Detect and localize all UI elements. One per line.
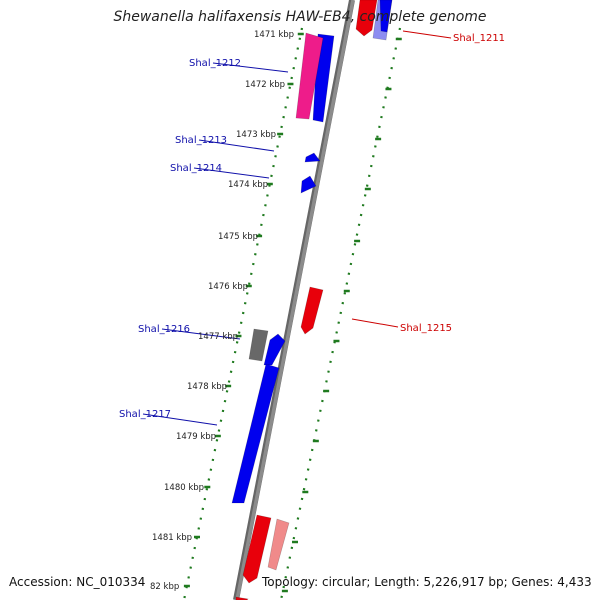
gene-shal-1217-body: [231, 363, 280, 504]
gene-shal-1216-body: [263, 333, 286, 366]
scale-label: 1474 kbp: [228, 180, 268, 190]
gene-label-shal-1216: Shal_1216: [138, 324, 190, 335]
scale-label: 1478 kbp: [187, 382, 227, 392]
top-gene-blue: [379, 0, 393, 33]
scale-label: 1481 kbp: [152, 533, 192, 543]
gene-shal-1214-body: [300, 175, 317, 194]
pseudo-gene-body: [248, 328, 269, 362]
topology-text: Topology: circular; Length: 5,226,917 bp…: [262, 575, 592, 589]
gene-shal-1212-highlight: [295, 32, 324, 120]
gene-shal-1215-body: [300, 286, 324, 335]
gene-label-shal-1213-leader: [198, 139, 275, 152]
gene-label-shal-1211: Shal_1211: [453, 33, 505, 44]
gene-label-shal-1214-leader: [193, 167, 270, 179]
forward-gene-edge: [235, 596, 249, 600]
scale-label: 1472 kbp: [245, 80, 285, 90]
gene-label-shal-1215-leader: [351, 318, 399, 328]
scale-label: 1476 kbp: [208, 282, 248, 292]
scale-label: 1480 kbp: [164, 483, 204, 493]
tick-marks: [182, 27, 402, 600]
gene-label-shal-1217: Shal_1217: [119, 409, 171, 420]
gene-label-shal-1214: Shal_1214: [170, 163, 222, 174]
gene-shal-1213-body: [304, 152, 321, 163]
scale-labels: 1471 kbp 1472 kbp 1473 kbp 1474 kbp 1475 kbp…: [150, 30, 294, 592]
left-tick-track: [182, 27, 304, 600]
accession-text: Accession: NC_010334: [9, 575, 146, 589]
gene-label-shal-1211-leader: [402, 30, 452, 39]
gene-label-shal-1215: Shal_1215: [400, 323, 452, 334]
gene-shal-1211-body: [355, 0, 378, 37]
forward-gene-body: [242, 514, 272, 584]
gene-label-shal-1212: Shal_1212: [189, 58, 241, 69]
gene-label-shal-1212-leader: [212, 62, 289, 73]
scale-label: 1471 kbp: [254, 30, 294, 40]
gene-label-shal-1213: Shal_1213: [175, 135, 227, 146]
gene-features: [231, 0, 393, 600]
backbone-line: [235, 0, 355, 600]
gene-labels: Shal_1212 Shal_1213 Shal_1214 Shal_1216 Shal…: [119, 30, 505, 426]
genome-backbone: [233, 0, 355, 600]
scale-label: 1479 kbp: [176, 432, 216, 442]
scale-label: 1473 kbp: [236, 130, 276, 140]
map-title: Shewanella halifaxensis HAW-EB4, complet…: [113, 9, 487, 25]
forward-gene-light-body: [267, 518, 290, 571]
gene-label-shal-1216-leader: [161, 328, 241, 340]
scale-label: 1477 kbp: [198, 332, 238, 342]
scale-label: 82 kbp: [150, 582, 179, 592]
gene-label-shal-1217-leader: [142, 413, 218, 426]
scale-label: 1475 kbp: [218, 232, 258, 242]
